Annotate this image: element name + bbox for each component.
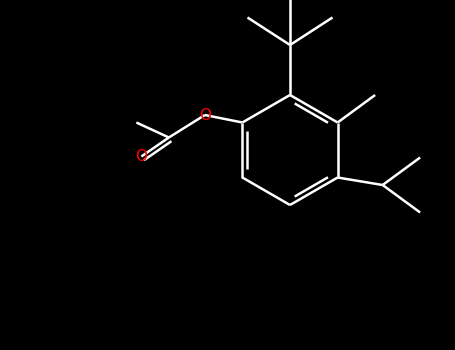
Text: O: O bbox=[136, 149, 147, 164]
Text: O: O bbox=[199, 107, 211, 122]
